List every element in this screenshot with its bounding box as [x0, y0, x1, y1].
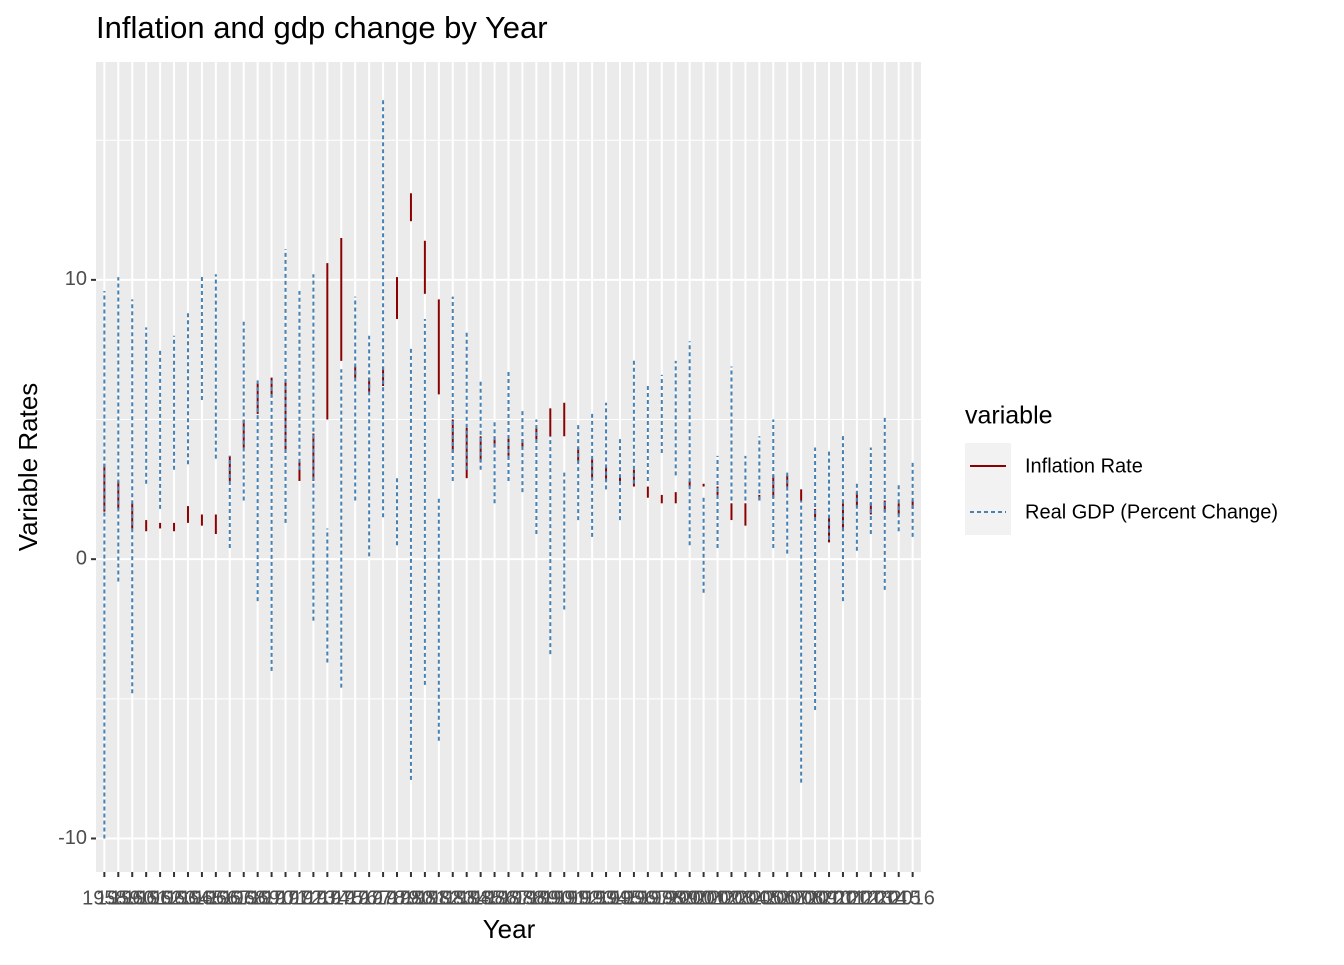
- x-tick-label: 2006: [751, 887, 796, 909]
- x-tick-label: 1988: [500, 887, 545, 909]
- x-tick-label: 1992: [556, 887, 601, 909]
- x-tick-label: 2000: [667, 887, 712, 909]
- legend-label: Inflation Rate: [1025, 455, 1143, 477]
- x-tick-label: 1970: [249, 887, 294, 909]
- x-tick-label: 2014: [863, 887, 908, 909]
- x-tick-label: 1979: [375, 887, 420, 909]
- x-tick-label: 1972: [277, 887, 322, 909]
- x-tick-label: 2009: [793, 887, 838, 909]
- x-tick-label: 2016: [890, 887, 935, 909]
- x-tick-label: 1986: [472, 887, 517, 909]
- x-tick-label: 1989: [514, 887, 559, 909]
- x-tick-label: 1963: [152, 887, 197, 909]
- x-tick-label: 1973: [291, 887, 336, 909]
- x-tick-label: 1967: [208, 887, 253, 909]
- legend-title: variable: [965, 402, 1053, 430]
- x-tick-label: 1978: [361, 887, 406, 909]
- x-tick-label: 1995: [598, 887, 643, 909]
- x-tick-label: 1962: [138, 887, 183, 909]
- chart-title: Inflation and gdp change by Year: [96, 10, 548, 45]
- x-tick-label: 1980: [389, 887, 434, 909]
- y-axis-title: Variable Rates: [13, 383, 43, 552]
- x-tick-label: 2012: [835, 887, 880, 909]
- x-tick-label: 1977: [347, 887, 392, 909]
- x-tick-label: 1996: [612, 887, 657, 909]
- x-tick-label: 1999: [653, 887, 698, 909]
- x-tick-label: 1959: [96, 887, 141, 909]
- x-tick-label: 2001: [681, 887, 726, 909]
- x-tick-label: 1965: [180, 887, 225, 909]
- x-tick-label: 1975: [319, 887, 364, 909]
- x-tick-label: 1958: [82, 887, 127, 909]
- x-tick-label: 1966: [194, 887, 239, 909]
- x-tick-label: 1961: [124, 887, 169, 909]
- x-tick-label: 1981: [403, 887, 448, 909]
- x-tick-label: 1991: [542, 887, 587, 909]
- y-tick-label: 0: [76, 547, 87, 569]
- x-axis-title: Year: [483, 914, 536, 944]
- x-tick-label: 1964: [166, 887, 211, 909]
- x-tick-label: 1969: [235, 887, 280, 909]
- x-tick-label: 1974: [305, 887, 350, 909]
- x-tick-label: 1976: [333, 887, 378, 909]
- y-tick-label: 10: [65, 268, 87, 290]
- x-tick-label: 2007: [765, 887, 810, 909]
- x-tick-label: 1985: [458, 887, 503, 909]
- x-tick-label: 2002: [695, 887, 740, 909]
- x-tick-label: 1960: [110, 887, 155, 909]
- x-tick-label: 1987: [486, 887, 531, 909]
- x-tick-label: 1984: [444, 887, 489, 909]
- x-tick-label: 2010: [807, 887, 852, 909]
- x-tick-label: 2008: [779, 887, 824, 909]
- x-tick-label: 1971: [263, 887, 308, 909]
- x-tick-label: 1993: [570, 887, 615, 909]
- legend-label: Real GDP (Percent Change): [1025, 501, 1278, 523]
- x-tick-label: 1983: [431, 887, 476, 909]
- y-tick-label: -10: [58, 827, 87, 849]
- x-tick-label: 1998: [640, 887, 685, 909]
- x-tick-label: 2013: [849, 887, 894, 909]
- x-tick-label: 2004: [723, 887, 768, 909]
- x-tick-label: 2003: [709, 887, 754, 909]
- x-tick-label: 1990: [528, 887, 573, 909]
- x-tick-label: 2011: [821, 887, 864, 909]
- x-tick-label: 1997: [626, 887, 671, 909]
- x-tick-label: 1994: [584, 887, 629, 909]
- x-tick-label: 1968: [221, 887, 266, 909]
- x-tick-label: 2005: [737, 887, 782, 909]
- x-tick-label: 1982: [417, 887, 462, 909]
- x-tick-label: 2015: [876, 887, 921, 909]
